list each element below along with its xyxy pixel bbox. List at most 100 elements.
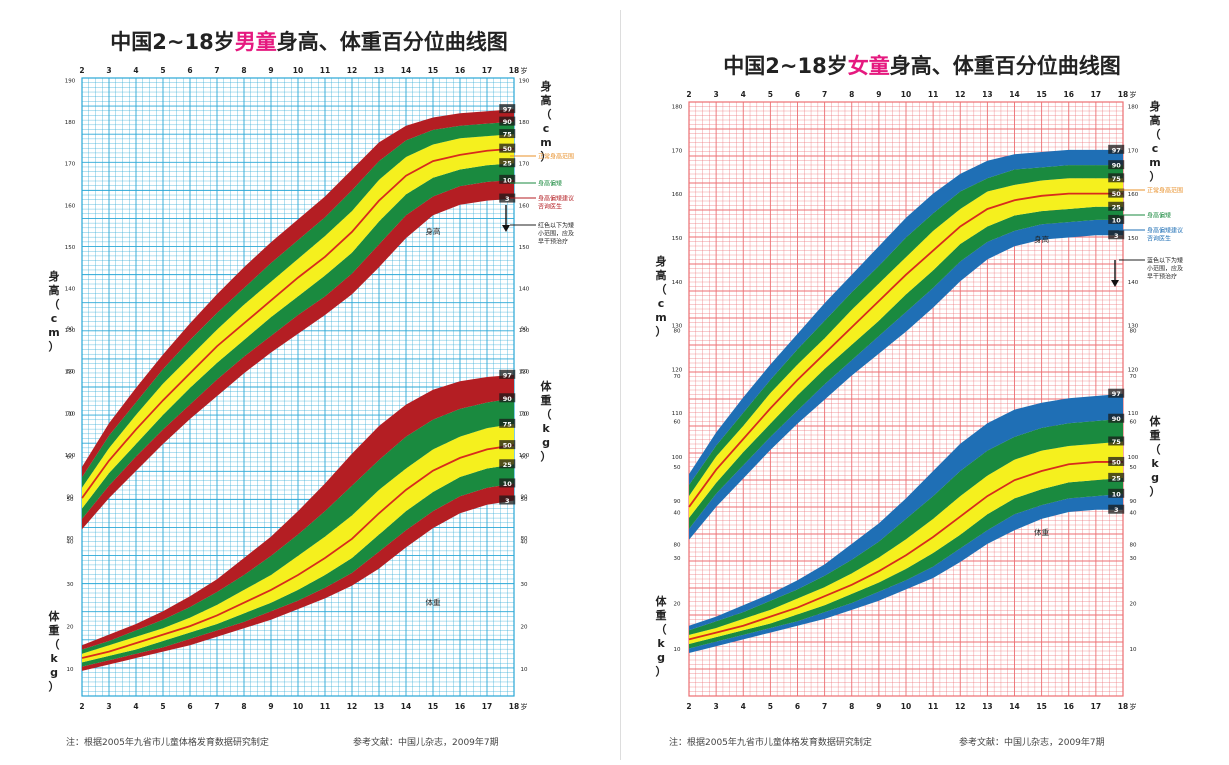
boys-height-tick-left: 140 — [65, 287, 76, 293]
boys-height-tick-right: 80 — [521, 536, 528, 542]
girls-legend-text-line: 咨询医生 — [1147, 235, 1171, 243]
girls-age-tick-top: 16 — [1064, 90, 1074, 99]
boys-height-tick-left: 90 — [67, 495, 74, 501]
girls-height-tick-left: 160 — [672, 192, 683, 198]
girls-age-tick-bottom: 6 — [795, 702, 800, 711]
girls-age-tick-top: 3 — [714, 90, 719, 99]
boys-age-tick-bottom: 9 — [268, 702, 273, 711]
girls-legend-text-line: 正常身高范围 — [1147, 187, 1183, 195]
girls-height-tick-right: 90 — [1130, 499, 1137, 505]
boys-height-axis-title: 身高（cm） — [48, 269, 59, 353]
boys-height-tick-left: 80 — [67, 536, 74, 542]
boys-weight-percentile-tag: 97 — [503, 371, 512, 379]
boys-age-tick-top: 13 — [374, 66, 384, 75]
girls-height-percentile-tag-bg — [1108, 201, 1125, 211]
girls-arrow-head — [1111, 280, 1119, 287]
boys-age-tick-bottom: 18 — [509, 702, 519, 711]
boys-legend-text: 身高偏矮 — [538, 180, 562, 188]
girls-weight-axis-title-right-char: g — [1151, 471, 1159, 484]
boys-height-tick-right: 190 — [519, 79, 530, 85]
boys-age-tick-bottom: 16 — [455, 702, 465, 711]
boys-weight-tick-right: 30 — [521, 582, 528, 588]
boys-height-percentile-tag-bg — [499, 174, 516, 184]
girls-chart-panel: 中国2~18岁女童身高、体重百分位曲线图 3 10 25 50 75 90 97 3 10 25 5… — [620, 10, 1223, 760]
boys-weight-band-90-97 — [82, 374, 514, 650]
boys-weight-axis-title-char: 体 — [49, 609, 61, 623]
boys-age-tick-top: 12 — [347, 66, 357, 75]
boys-age-tick-top: 6 — [187, 66, 192, 75]
girls-weight-percentile-tag-bg — [1108, 436, 1125, 446]
boys-height-percentile-tag: 90 — [503, 118, 513, 126]
girls-height-curve-label: 身高 — [1034, 234, 1050, 244]
boys-weight-tick-right: 80 — [521, 369, 528, 375]
boys-weight-axis-title-right-char: （ — [541, 408, 552, 421]
girls-chart-title: 中国2~18岁女童身高、体重百分位曲线图 — [723, 54, 1121, 78]
girls-height-axis-title-right: 身高（cm） — [1149, 99, 1160, 183]
girls-height-tick-right: 130 — [1128, 324, 1139, 330]
boys-weight-tick-left: 10 — [67, 667, 74, 673]
girls-age-tick-top: 13 — [982, 90, 992, 99]
girls-age-tick-top: 10 — [901, 90, 911, 99]
boys-age-tick-top: 2 — [79, 66, 84, 75]
boys-weight-percentile-tag: 90 — [503, 395, 513, 403]
girls-height-tick-left: 170 — [672, 148, 683, 154]
girls-weight-axis-title-char: g — [657, 651, 665, 664]
boys-height-percentile-tag: 50 — [503, 145, 513, 153]
boys-weight-tick-right: 50 — [521, 497, 528, 503]
boys-age-tick-top: 8 — [241, 66, 246, 75]
boys-age-unit-top: 岁 — [521, 66, 528, 75]
girls-height-percentile-tag: 10 — [1112, 216, 1122, 224]
boys-legend-text: 正常身高范围 — [538, 153, 574, 161]
girls-height-axis-title: 身高（cm） — [655, 254, 666, 338]
boys-height-axis-title-char: 高 — [49, 283, 60, 297]
boys-age-tick-bottom: 5 — [160, 702, 165, 711]
girls-height-percentile-tag: 50 — [1112, 190, 1122, 198]
boys-height-tick-right: 110 — [519, 411, 530, 417]
girls-age-unit-top: 岁 — [1130, 90, 1137, 99]
boys-weight-percentile-tag-bg — [499, 369, 516, 379]
girls-weight-percentile-tag-bg — [1108, 413, 1125, 423]
boys-legend-item: 身高偏矮 — [510, 180, 562, 188]
boys-height-axis-title-char: （ — [49, 298, 60, 311]
girls-weight-tick-left: 60 — [674, 420, 681, 426]
girls-age-tick-top: 11 — [928, 90, 938, 99]
girls-weight-band-10-25 — [689, 477, 1123, 649]
girls-age-unit-bottom: 岁 — [1130, 702, 1137, 711]
girls-age-tick-top: 5 — [768, 90, 773, 99]
boys-legend-text-line: 红色以下为矮 — [538, 222, 574, 230]
girls-growth-chart: 3 10 25 50 75 90 97 3 10 25 50 75 90 97 2 2 3 3 4 4 5 5 6 6 7 7 8 8… — [655, 90, 1183, 711]
girls-weight-percentile-tag: 50 — [1112, 458, 1122, 466]
boys-weight-tick-right: 70 — [521, 412, 528, 418]
girls-age-tick-top: 12 — [955, 90, 965, 99]
boys-height-percentile-tag: 3 — [505, 195, 510, 203]
girls-weight-axis-title-char: ） — [656, 665, 667, 678]
girls-weight-axis-title-char: 体 — [656, 594, 668, 608]
boys-weight-curve-label: 体重 — [426, 597, 441, 607]
girls-height-median-line — [688, 192, 1123, 508]
boys-age-tick-bottom: 8 — [241, 702, 246, 711]
girls-height-axis-title-right-char: m — [1149, 156, 1160, 169]
boys-weight-percentile-tag: 3 — [505, 497, 510, 505]
boys-age-tick-bottom: 17 — [482, 702, 492, 711]
girls-reference: 参考文献：中国儿杂志，2009年7期 — [959, 738, 1105, 748]
girls-age-tick-bottom: 13 — [982, 702, 992, 711]
boys-legend-text-line: 咨询医生 — [538, 203, 562, 211]
boys-age-tick-top: 10 — [293, 66, 303, 75]
girls-height-percentile-tag: 90 — [1112, 162, 1122, 170]
boys-weight-tick-right: 20 — [521, 625, 528, 631]
girls-height-tick-right: 160 — [1128, 192, 1139, 198]
boys-legend-text-line: 小范围，应及 — [538, 230, 574, 238]
boys-weight-percentile-tag-bg — [499, 478, 516, 488]
girls-weight-axis-title-right-char: （ — [1150, 443, 1161, 456]
girls-height-tick-right: 100 — [1128, 455, 1139, 461]
girls-age-tick-top: 2 — [686, 90, 691, 99]
girls-height-percentile-tag-bg — [1108, 188, 1125, 198]
girls-height-tick-left: 80 — [674, 543, 681, 549]
girls-height-axis-title-char: 身 — [656, 254, 667, 268]
girls-weight-percentile-tag: 10 — [1112, 490, 1122, 498]
boys-age-tick-bottom: 10 — [293, 702, 303, 711]
boys-age-tick-top: 11 — [320, 66, 330, 75]
boys-legend-text: 红色以下为矮小范围，应及早干预治疗 — [538, 222, 574, 246]
girls-height-tick-right: 120 — [1128, 367, 1139, 373]
girls-age-tick-top: 8 — [849, 90, 854, 99]
